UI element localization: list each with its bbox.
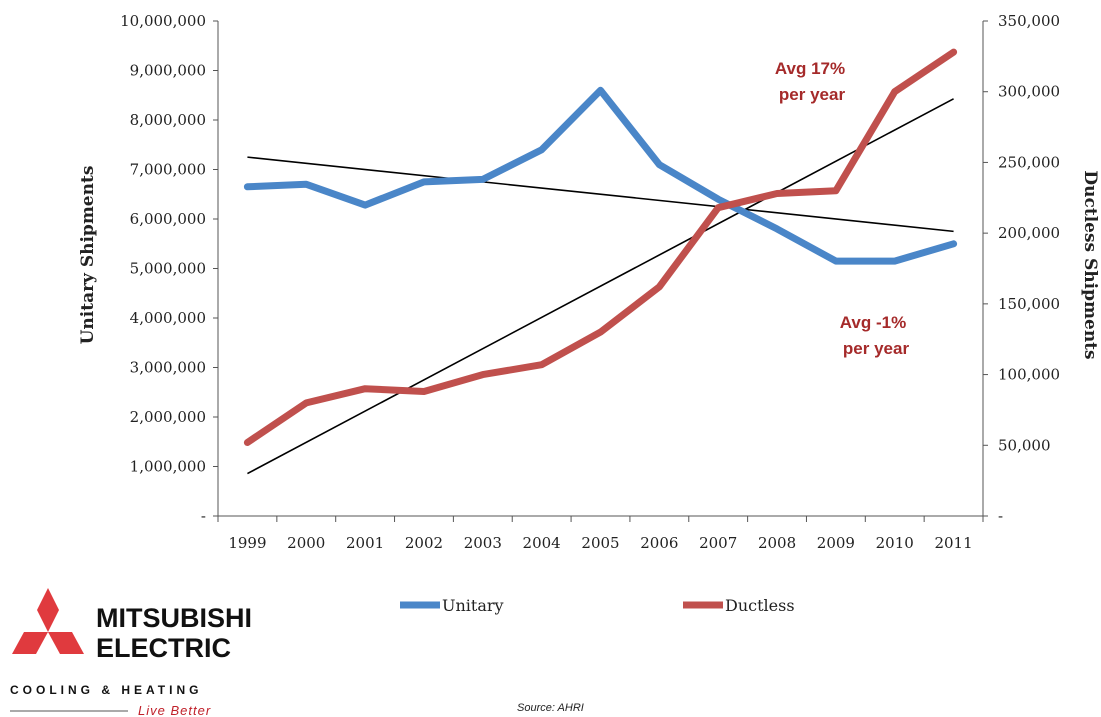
y2-axis-title: Ductless Shipments bbox=[1080, 170, 1100, 359]
y-tick-label: 7,000,000 bbox=[130, 161, 206, 179]
trendline-ductless bbox=[247, 98, 954, 475]
legend: Unitary Ductless bbox=[400, 596, 795, 615]
y2-tick-label: 350,000 bbox=[998, 12, 1060, 30]
legend-unitary-label: Unitary bbox=[442, 596, 504, 615]
x-tick-label: 2008 bbox=[758, 534, 796, 552]
y-tick-label: 9,000,000 bbox=[130, 62, 206, 80]
x-tick-label: 2009 bbox=[817, 534, 855, 552]
y2-tick-label: - bbox=[998, 507, 1003, 525]
y-tick-label: 3,000,000 bbox=[130, 359, 206, 377]
y2-tick-label: 200,000 bbox=[998, 224, 1060, 242]
x-tick-label: 2006 bbox=[640, 534, 678, 552]
x-tick-label: 2001 bbox=[346, 534, 384, 552]
x-tick-label: 2000 bbox=[287, 534, 325, 552]
y-tick-label: 10,000,000 bbox=[120, 12, 206, 30]
x-tick-label: 2007 bbox=[699, 534, 737, 552]
x-tick-label: 2002 bbox=[405, 534, 443, 552]
trendline-unitary bbox=[247, 156, 954, 233]
series-lines bbox=[243, 48, 958, 446]
x-tick-label: 2011 bbox=[934, 534, 972, 552]
y-tick-label: 8,000,000 bbox=[130, 111, 206, 129]
x-tick-label: 2010 bbox=[876, 534, 914, 552]
y2-tick-label: 100,000 bbox=[998, 366, 1060, 384]
y-tick-label: 2,000,000 bbox=[130, 408, 206, 426]
logo-subtitle: COOLING & HEATING bbox=[10, 683, 202, 697]
y-tick-label: 6,000,000 bbox=[130, 210, 206, 228]
x-tick-label: 2003 bbox=[464, 534, 502, 552]
x-tick-label: 2004 bbox=[523, 534, 561, 552]
annotation-ductless-line2: per year bbox=[779, 85, 846, 104]
tick-labels: - 1,000,000 2,000,000 3,000,000 4,000,000 5,0… bbox=[120, 12, 1060, 552]
annotation-unitary-line2: per year bbox=[843, 339, 910, 358]
y-tick-label: 4,000,000 bbox=[130, 309, 206, 327]
y2-tick-label: 300,000 bbox=[998, 83, 1060, 101]
y2-tick-label: 50,000 bbox=[998, 436, 1051, 454]
logo-name-line2: ELECTRIC bbox=[96, 633, 231, 663]
mitsubishi-logo: MITSUBISHI ELECTRIC COOLING & HEATING Li… bbox=[10, 588, 252, 717]
legend-ductless-label: Ductless bbox=[725, 596, 795, 615]
y-axis-title: Unitary Shipments bbox=[78, 166, 98, 345]
axes bbox=[213, 20, 988, 522]
series-line-ductless bbox=[243, 48, 958, 446]
x-tick-label: 2005 bbox=[581, 534, 619, 552]
trendlines bbox=[247, 98, 954, 475]
y-tick-label: - bbox=[201, 507, 206, 525]
annotation-ductless-line1: Avg 17% bbox=[775, 59, 845, 78]
y-tick-label: 1,000,000 bbox=[130, 458, 206, 476]
y2-tick-label: 150,000 bbox=[998, 295, 1060, 313]
logo-name-line1: MITSUBISHI bbox=[96, 603, 252, 633]
source-note: Source: AHRI bbox=[517, 702, 584, 714]
logo-tagline: Live Better bbox=[138, 703, 211, 717]
series-line-unitary bbox=[243, 86, 958, 265]
annotation-unitary-line1: Avg -1% bbox=[840, 313, 906, 332]
y-tick-label: 5,000,000 bbox=[130, 260, 206, 278]
y2-tick-label: 250,000 bbox=[998, 153, 1060, 171]
x-tick-label: 1999 bbox=[228, 534, 266, 552]
three-diamonds-icon bbox=[12, 588, 84, 654]
